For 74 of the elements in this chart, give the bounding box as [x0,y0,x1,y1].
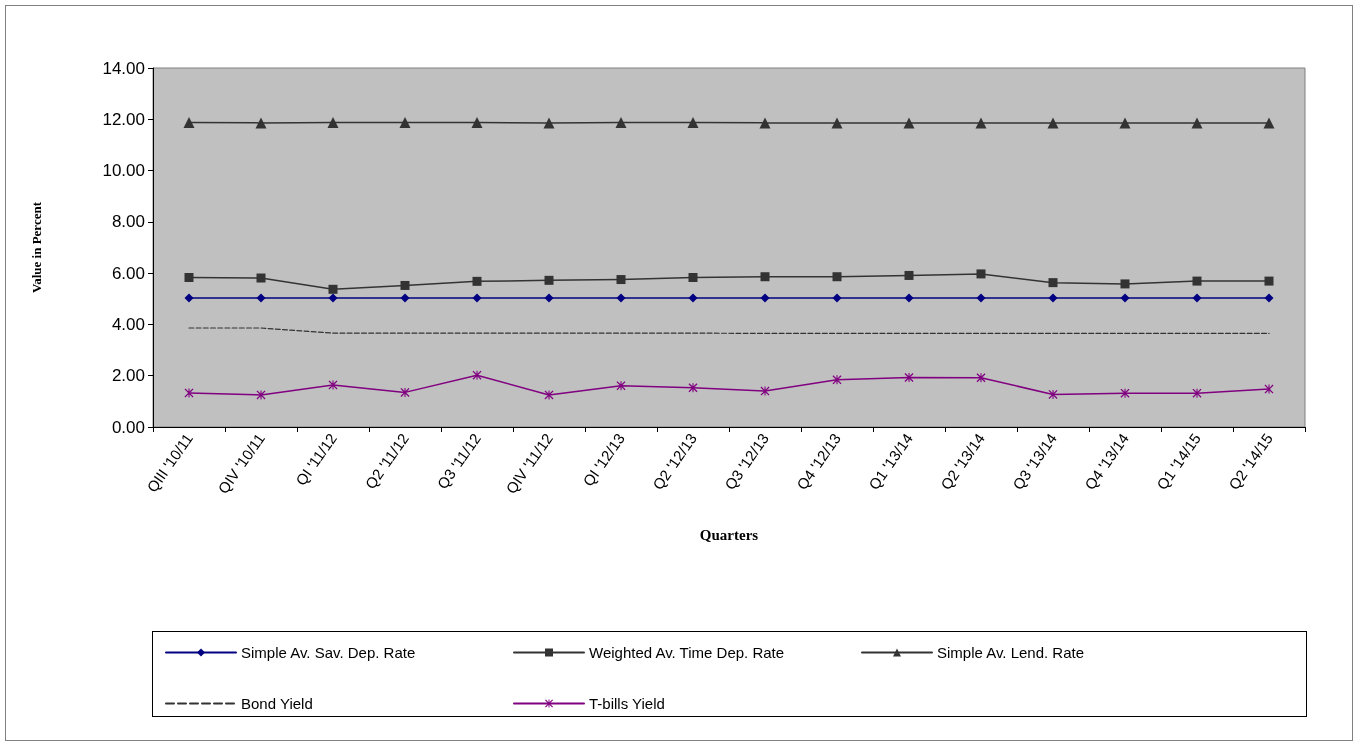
y-tick-label: 12.00 [102,109,145,129]
point [1047,117,1059,129]
point [904,373,914,383]
point [1048,293,1058,303]
point [400,293,410,303]
y-tick-label: 4.00 [111,314,145,334]
point [1120,279,1130,289]
point [1192,276,1202,286]
y-axis-title: Value in Percent [29,201,44,293]
point [544,275,554,285]
point [471,117,483,129]
point [1120,388,1130,398]
point [400,387,410,397]
point [688,293,698,303]
point [1264,276,1274,286]
point [975,117,987,129]
point [543,117,555,129]
point [184,273,194,282]
point [976,373,986,383]
point [1048,278,1058,288]
point [688,383,698,393]
point [1191,117,1203,129]
point [256,293,266,303]
y-tick-label: 2.00 [111,366,145,386]
point [1192,293,1202,303]
point [688,273,698,282]
point [184,293,194,303]
point [976,269,986,279]
point [832,293,842,303]
point [616,275,626,285]
point [256,273,266,283]
point [1120,293,1130,303]
point [616,381,626,391]
point [472,276,482,286]
point [327,117,339,129]
point [616,293,626,303]
point [1192,388,1202,398]
point [760,293,770,303]
point [904,293,914,303]
legend-label: Weighted Av. Time Dep. Rate [589,644,785,661]
y-tick-label: 14.00 [102,58,145,78]
point [1263,117,1275,129]
y-tick-label: 0.00 [111,417,145,437]
point [184,388,194,398]
point [1048,389,1058,399]
y-tick-label: 8.00 [111,212,145,232]
point [472,293,482,303]
point [760,272,770,282]
point [472,370,482,380]
point [1119,117,1131,129]
point [831,117,843,129]
point [183,117,195,129]
y-tick-label: 10.00 [102,161,145,181]
legend-label: Simple Av. Lend. Rate [937,644,1085,661]
point [1264,293,1274,303]
x-axis-title: Quarters [699,526,759,543]
legend-label: Bond Yield [241,695,313,712]
point [400,280,410,290]
point [976,293,986,303]
point [328,293,338,303]
point [832,272,842,282]
point [615,117,627,129]
point [903,117,915,129]
y-tick-label: 6.00 [111,263,145,283]
point [399,117,411,129]
point [904,270,914,280]
point [328,284,338,294]
point [544,293,554,303]
legend-label: T-bills Yield [589,695,665,712]
point [255,117,267,129]
point [832,375,842,385]
legend-label: Simple Av. Sav. Dep. Rate [241,644,416,661]
point [687,117,699,129]
point [759,117,771,129]
